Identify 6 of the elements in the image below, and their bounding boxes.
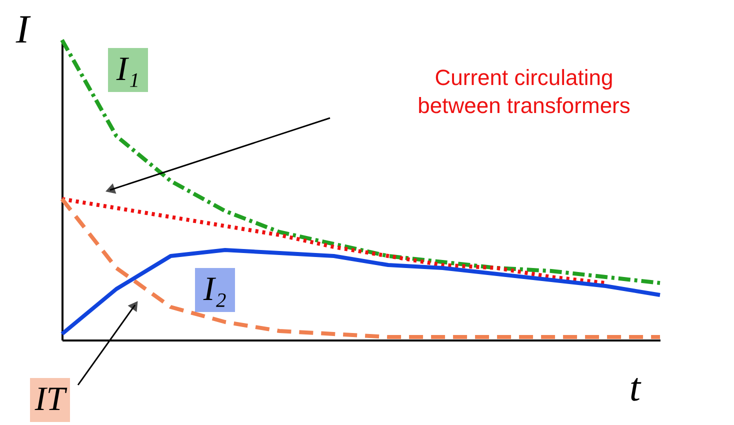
x-axis-title: t [629, 364, 642, 410]
y-axis-title: I [14, 6, 31, 52]
series-label: I₂ [202, 271, 227, 308]
text: IT [34, 381, 68, 418]
text: Current circulating between transformers [418, 65, 630, 118]
series-label: I₁ [115, 51, 140, 88]
